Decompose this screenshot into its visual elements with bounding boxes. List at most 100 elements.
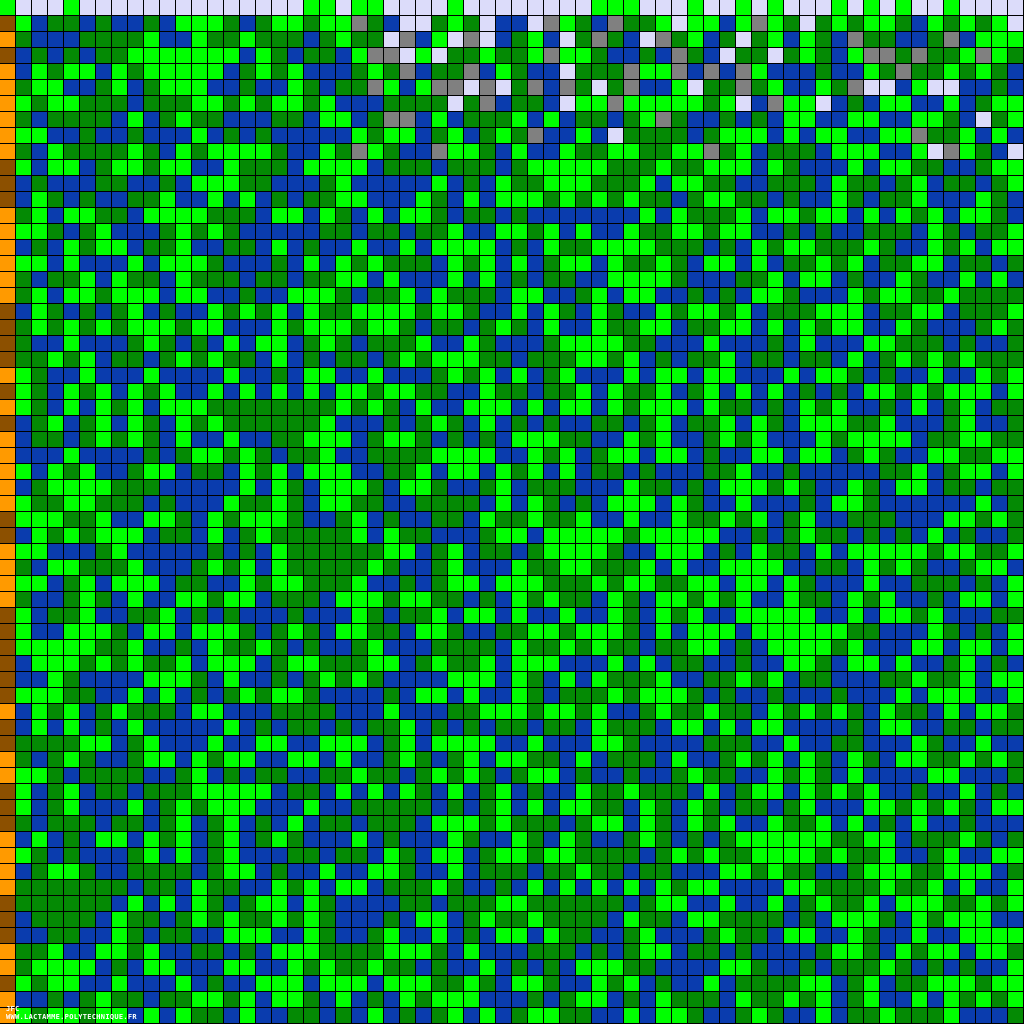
cell [832, 432, 848, 448]
cell [688, 208, 704, 224]
cell [496, 256, 512, 272]
cell [848, 320, 864, 336]
cell [272, 592, 288, 608]
cell [32, 912, 48, 928]
cell [912, 240, 928, 256]
cell [80, 240, 96, 256]
cell [32, 976, 48, 992]
cell [0, 432, 16, 448]
cell [256, 608, 272, 624]
cell [128, 32, 144, 48]
cell [976, 912, 992, 928]
cell [464, 272, 480, 288]
cell [256, 400, 272, 416]
cell [304, 448, 320, 464]
cell [0, 640, 16, 656]
cell [720, 0, 736, 16]
cell [464, 928, 480, 944]
cell [64, 816, 80, 832]
cell [688, 592, 704, 608]
cell [368, 64, 384, 80]
cell [928, 880, 944, 896]
cell [352, 160, 368, 176]
cell [32, 928, 48, 944]
cell [256, 1008, 272, 1024]
cell [864, 112, 880, 128]
cell [976, 416, 992, 432]
cell [208, 512, 224, 528]
cell [704, 1008, 720, 1024]
cell [672, 80, 688, 96]
cell [96, 176, 112, 192]
cell [592, 128, 608, 144]
cell [384, 656, 400, 672]
cell [976, 736, 992, 752]
cell [128, 976, 144, 992]
cell [704, 544, 720, 560]
cell [240, 288, 256, 304]
cell [224, 688, 240, 704]
cell [752, 576, 768, 592]
cell [256, 848, 272, 864]
cell [400, 784, 416, 800]
cell [592, 496, 608, 512]
cell [176, 768, 192, 784]
cell [640, 48, 656, 64]
cell [752, 800, 768, 816]
cell [112, 432, 128, 448]
cell [560, 960, 576, 976]
cell [496, 864, 512, 880]
cell [896, 80, 912, 96]
cell [592, 704, 608, 720]
cell [576, 928, 592, 944]
cell [800, 816, 816, 832]
cell [512, 320, 528, 336]
cell [176, 848, 192, 864]
cell [672, 432, 688, 448]
cell [1008, 784, 1024, 800]
cell [800, 832, 816, 848]
cell [32, 560, 48, 576]
cell [32, 624, 48, 640]
cell [480, 944, 496, 960]
cell [992, 368, 1008, 384]
cell [288, 304, 304, 320]
cell [416, 288, 432, 304]
cell [336, 832, 352, 848]
cell [480, 912, 496, 928]
cell [832, 528, 848, 544]
cell [320, 112, 336, 128]
cell [416, 704, 432, 720]
cell [400, 848, 416, 864]
cell [672, 784, 688, 800]
cell [80, 80, 96, 96]
cell [336, 1008, 352, 1024]
cell [80, 32, 96, 48]
cell [256, 416, 272, 432]
cell [32, 272, 48, 288]
cell [832, 112, 848, 128]
cell [416, 672, 432, 688]
cell [544, 704, 560, 720]
cell [224, 272, 240, 288]
cell [144, 768, 160, 784]
cell [352, 368, 368, 384]
cell [176, 976, 192, 992]
cell [272, 944, 288, 960]
cell [928, 512, 944, 528]
cell [608, 864, 624, 880]
cell [992, 48, 1008, 64]
cell [272, 176, 288, 192]
cell [640, 272, 656, 288]
cell [560, 16, 576, 32]
cell [336, 928, 352, 944]
cell [624, 576, 640, 592]
cell [816, 352, 832, 368]
cell [272, 288, 288, 304]
cell [160, 256, 176, 272]
cell [160, 624, 176, 640]
cell [912, 528, 928, 544]
cell [992, 752, 1008, 768]
cell [720, 256, 736, 272]
cell [256, 560, 272, 576]
